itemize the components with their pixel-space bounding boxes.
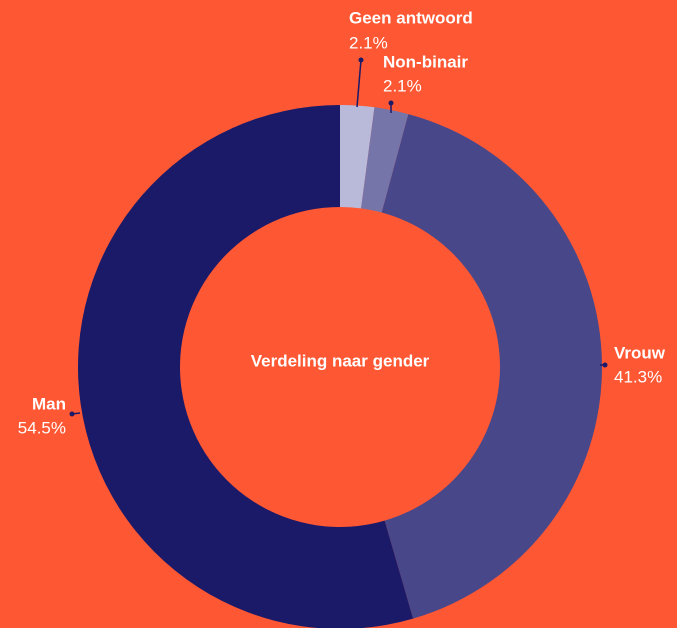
leader-dot	[388, 100, 394, 106]
donut-slice	[340, 105, 375, 209]
leader-line	[356, 59, 362, 108]
donut-slice	[361, 107, 409, 213]
slice-value: 41.3%	[614, 367, 662, 386]
slice-label: Geen antwoord	[349, 8, 473, 27]
chart-title: Verdeling naar gender	[251, 351, 430, 370]
slice-label: Man	[32, 394, 66, 413]
slice-value: 2.1%	[383, 76, 422, 95]
slice-value: 54.5%	[18, 418, 66, 437]
donut-slice	[78, 105, 414, 628]
leader-dot	[69, 411, 75, 417]
leader-dot	[358, 57, 364, 63]
slice-value: 2.1%	[349, 33, 388, 52]
slice-label: Non-binair	[383, 52, 468, 71]
donut-slice	[381, 114, 603, 619]
slice-label: Vrouw	[614, 343, 666, 362]
leader-dot	[602, 362, 608, 368]
